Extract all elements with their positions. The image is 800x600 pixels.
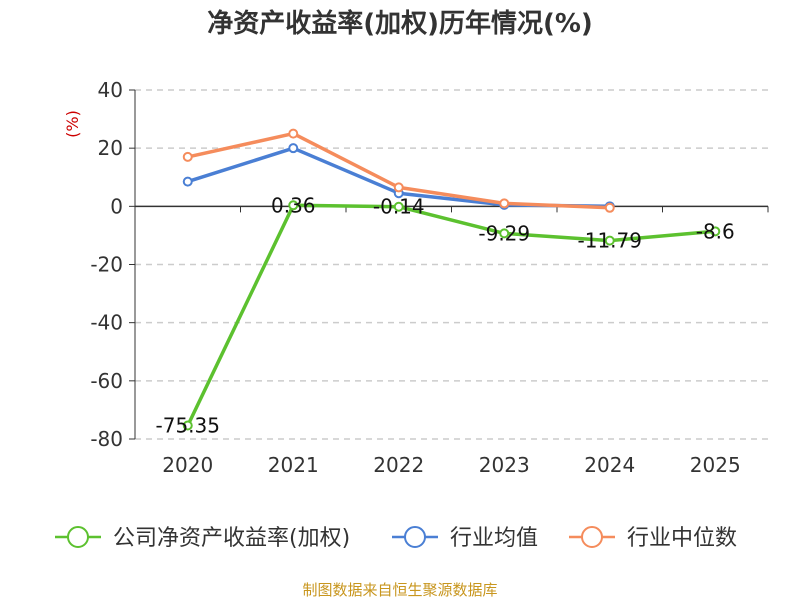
data-label: -8.6	[696, 219, 735, 243]
x-tick-labels: 2020 2021 2022 2023 2024 2025	[162, 453, 740, 477]
data-point	[393, 182, 404, 193]
x-tick-label: 2023	[479, 453, 530, 477]
y-tick-label: 0	[110, 194, 123, 218]
y-tick-label: -60	[90, 369, 123, 393]
legend-marker	[581, 526, 603, 548]
data-point	[182, 176, 193, 187]
legend-label: 行业中位数	[627, 526, 737, 551]
legend-label: 行业均值	[450, 526, 538, 551]
x-tick-label: 2022	[373, 453, 424, 477]
data-point	[710, 226, 721, 237]
legend[interactable]: 公司净资产收益率(加权) 行业均值 行业中位数	[55, 526, 737, 551]
data-point	[288, 200, 299, 211]
y-tick-label: 20	[98, 136, 123, 160]
source-note: 制图数据来自恒生聚源数据库	[302, 581, 497, 599]
data-point	[182, 420, 193, 431]
data-point	[288, 128, 299, 139]
y-axis-label: (%)	[63, 110, 82, 138]
data-point	[499, 228, 510, 239]
x-tick-label: 2024	[584, 453, 635, 477]
y-tick-label: -80	[90, 427, 123, 451]
data-point	[288, 143, 299, 154]
series-lines	[182, 128, 721, 431]
legend-item[interactable]: 公司净资产收益率(加权)	[55, 526, 350, 551]
legend-marker	[67, 526, 89, 548]
data-label: -11.79	[578, 229, 642, 253]
y-tick-label: -40	[90, 311, 123, 335]
data-label: -9.29	[478, 221, 530, 245]
data-point	[604, 202, 615, 213]
legend-item[interactable]: 行业中位数	[569, 526, 737, 551]
x-tick-label: 2025	[690, 453, 741, 477]
grid-lines	[135, 89, 768, 440]
y-tick-labels: 40 20 0 -20 -40 -60 -80	[90, 78, 123, 451]
data-point	[182, 151, 193, 162]
data-label: -75.35	[156, 413, 220, 437]
data-label: -0.14	[373, 195, 425, 219]
series-line	[186, 203, 716, 427]
data-point	[604, 235, 615, 246]
y-tick-label: 40	[98, 78, 123, 102]
legend-label: 公司净资产收益率(加权)	[113, 526, 350, 551]
data-point	[393, 201, 404, 212]
legend-marker	[404, 526, 426, 548]
x-tick-label: 2021	[268, 453, 319, 477]
x-tick-label: 2020	[162, 453, 213, 477]
legend-item[interactable]: 行业均值	[392, 526, 538, 551]
data-labels: -75.35 0.36 -0.14 -9.29 -11.79 -8.6	[156, 193, 735, 437]
chart-title: 净资产收益率(加权)历年情况(%)	[207, 8, 593, 39]
data-label: 0.36	[271, 193, 316, 217]
data-point	[499, 198, 510, 209]
y-tick-label: -20	[90, 253, 123, 277]
